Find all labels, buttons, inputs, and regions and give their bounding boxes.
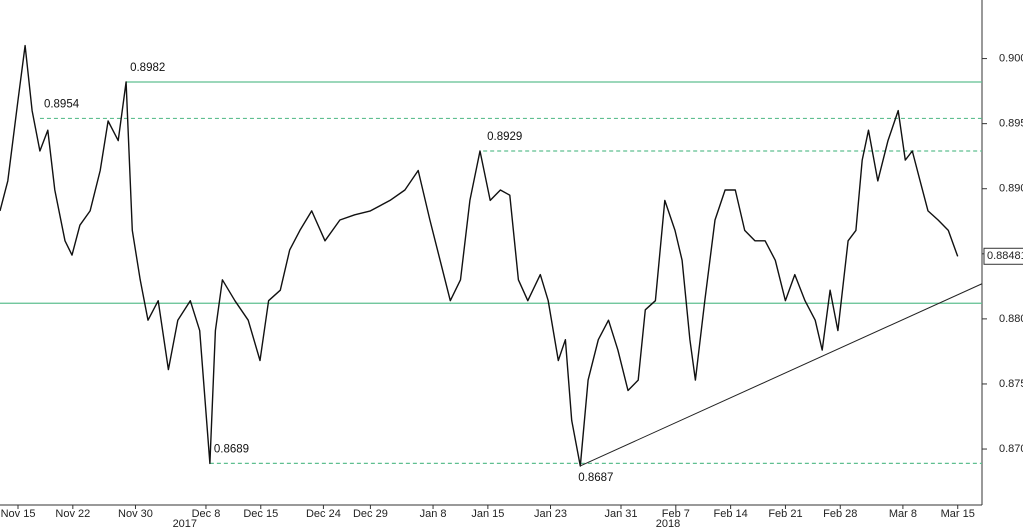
x-tick-label: Dec 24	[306, 508, 341, 520]
trendline-label: 0.8687	[578, 472, 613, 484]
x-tick-label: Nov 22	[55, 508, 90, 520]
x-tick-label: Feb 21	[768, 508, 802, 520]
year-label: 2017	[173, 518, 197, 529]
y-tick-label: 0.89000	[999, 183, 1023, 195]
x-tick-label: Feb 7	[662, 508, 690, 520]
price-line	[0, 44, 959, 467]
y-tick-label: 0.87000	[999, 443, 1023, 455]
x-tick-label: Jan 8	[420, 508, 447, 520]
level-label: 0.8689	[214, 443, 249, 455]
x-tick-label: Dec 8	[192, 508, 221, 520]
level-label: 0.8954	[44, 98, 80, 110]
y-tick-label: 0.88000	[999, 313, 1023, 325]
x-tick-label: Dec 15	[243, 508, 278, 520]
last-price-box	[983, 247, 1023, 265]
x-tick-label: Nov 30	[118, 508, 153, 520]
x-tick-label: Mar 8	[889, 508, 917, 520]
trendline	[580, 283, 983, 467]
x-tick-label: Feb 14	[714, 508, 748, 520]
x-tick-label: Dec 29	[353, 508, 388, 520]
y-tick-label: 0.87500	[999, 378, 1023, 390]
level-label: 0.8982	[130, 62, 165, 74]
year-label: 2018	[656, 518, 680, 529]
x-tick-label: Feb 28	[823, 508, 857, 520]
x-tick-label: Jan 23	[534, 508, 567, 520]
x-tick-label: Jan 31	[604, 508, 637, 520]
y-tick-label: 0.89500	[999, 118, 1023, 130]
x-tick-label: Mar 15	[941, 508, 975, 520]
level-label: 0.8929	[487, 131, 522, 143]
y-tick-label: 0.90000	[999, 52, 1023, 64]
x-tick-label: Nov 15	[1, 508, 36, 520]
x-tick-label: Jan 15	[471, 508, 504, 520]
last-price-label: 0.88481	[987, 250, 1023, 262]
